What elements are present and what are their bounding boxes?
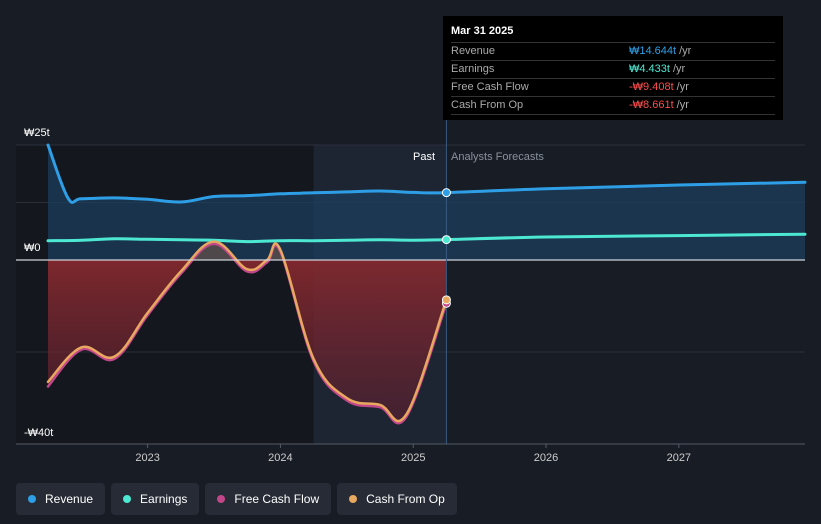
tooltip: Mar 31 2025 Revenue ₩14.644t/yr Earnings… <box>443 16 783 120</box>
series-markers <box>441 188 451 308</box>
legend-dot-icon <box>123 495 132 503</box>
cash-from-op-line <box>46 240 448 423</box>
free-cash-flow-area-negative <box>48 260 447 424</box>
legend-item-revenue[interactable]: Revenue <box>16 483 106 515</box>
cash-from-op-marker <box>441 295 451 305</box>
legend-dot-icon <box>349 495 358 503</box>
x-tick-label: 2023 <box>135 452 159 464</box>
y-tick-label: -₩40t <box>24 427 53 439</box>
tooltip-row-revenue: Revenue ₩14.644t/yr <box>451 42 775 60</box>
x-tick-label: 2027 <box>667 452 691 464</box>
x-axis-labels: 2023 2024 2025 2026 2027 <box>135 444 691 464</box>
tooltip-row-cash-from-op: Cash From Op -₩8.661t/yr <box>451 96 775 115</box>
legend-item-earnings[interactable]: Earnings <box>111 483 200 515</box>
forecast-label: Analysts Forecasts <box>451 151 544 163</box>
series-lines <box>46 143 807 425</box>
legend-label: Earnings <box>140 492 188 506</box>
tooltip-value: ₩4.433t/yr <box>629 63 686 75</box>
earnings-marker <box>441 235 451 245</box>
tooltip-label: Cash From Op <box>451 99 524 111</box>
revenue-line <box>46 143 807 204</box>
legend-dot-icon <box>217 495 226 503</box>
tooltip-label: Earnings <box>451 63 495 75</box>
legend-label: Free Cash Flow <box>234 492 320 506</box>
revenue-area <box>48 145 805 260</box>
tooltip-value: -₩8.661t/yr <box>629 99 689 111</box>
y-tick-label: ₩0 <box>24 242 41 254</box>
free-cash-flow-line <box>46 242 448 425</box>
y-tick-label: ₩25t <box>24 127 50 139</box>
x-tick-label: 2026 <box>534 452 558 464</box>
legend-label: Revenue <box>45 492 94 506</box>
series-fills <box>48 145 805 424</box>
legend-item-cash-from-op[interactable]: Cash From Op <box>337 483 457 515</box>
tooltip-row-earnings: Earnings ₩4.433t/yr <box>451 60 775 78</box>
legend-item-free-cash-flow[interactable]: Free Cash Flow <box>205 483 332 515</box>
legend: Revenue Earnings Free Cash Flow Cash Fro… <box>16 483 457 515</box>
legend-dot-icon <box>28 495 36 503</box>
tooltip-value: ₩14.644t/yr <box>629 45 692 57</box>
tooltip-row-free-cash-flow: Free Cash Flow -₩9.408t/yr <box>451 78 775 96</box>
tooltip-date: Mar 31 2025 <box>451 25 514 37</box>
y-axis-labels: ₩25t ₩0 -₩40t <box>24 127 53 439</box>
tooltip-label: Free Cash Flow <box>451 81 529 93</box>
earnings-line <box>46 232 807 244</box>
tooltip-label: Revenue <box>451 45 496 57</box>
past-label: Past <box>413 151 435 163</box>
x-tick-label: 2025 <box>401 452 425 464</box>
tooltip-value: -₩9.408t/yr <box>629 81 689 93</box>
x-tick-label: 2024 <box>268 452 292 464</box>
revenue-marker <box>441 188 451 198</box>
legend-label: Cash From Op <box>366 492 445 506</box>
